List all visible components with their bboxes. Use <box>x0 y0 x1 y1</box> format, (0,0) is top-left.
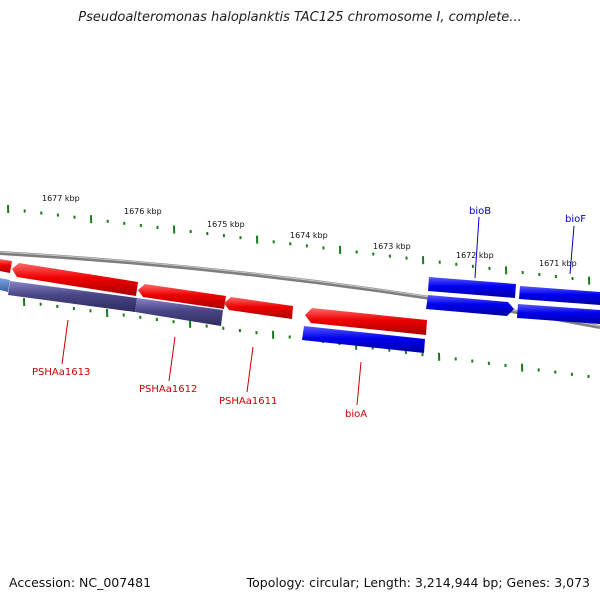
kbp-label: 1672 kbp <box>456 251 494 260</box>
upper-tick-row <box>7 204 591 285</box>
kbp-label: 1675 kbp <box>207 220 245 229</box>
feature-steel-left[interactable] <box>0 278 10 292</box>
gene-leaders <box>61 216 575 406</box>
gene-arrow-PSHAa1613[interactable] <box>12 263 138 296</box>
gene-label-bioA[interactable]: bioA <box>345 409 367 420</box>
gene-arrow-bioA[interactable] <box>302 326 425 353</box>
kbp-label: 1671 kbp <box>539 259 577 268</box>
genome-summary-text: Topology: circular; Length: 3,214,944 bp… <box>246 575 590 590</box>
gene-arrow-bioF[interactable] <box>519 286 600 305</box>
gene-arrow-PSHAa1612[interactable] <box>138 284 226 309</box>
kbp-label: 1676 kbp <box>124 207 162 216</box>
chromosome-backbone <box>0 251 600 329</box>
gene-label-PSHAa1611[interactable]: PSHAa1611 <box>219 396 277 407</box>
ruler-labels: 1677 kbp 1676 kbp 1675 kbp 1674 kbp 1673… <box>42 194 577 268</box>
gene-arrow-red-4[interactable] <box>305 308 427 335</box>
feature-purple-1[interactable] <box>8 281 137 312</box>
kbp-label: 1673 kbp <box>373 242 411 251</box>
accession-text: Accession: NC_007481 <box>9 575 152 590</box>
gene-labels: PSHAa1613 PSHAa1612 PSHAa1611 bioA bioB … <box>32 206 586 420</box>
gene-arrow-PSHAa1611[interactable] <box>224 297 293 319</box>
gene-arrow-blue-right[interactable] <box>517 304 600 324</box>
gene-label-PSHAa1613[interactable]: PSHAa1613 <box>32 367 90 378</box>
gene-arrow-bioB[interactable] <box>428 277 516 298</box>
feature-purple-2[interactable] <box>135 298 223 326</box>
gene-arrow-partial-left[interactable] <box>0 259 12 273</box>
kbp-label: 1677 kbp <box>42 194 80 203</box>
gene-label-bioF[interactable]: bioF <box>565 214 586 225</box>
map-title: Pseudoalteromonas haloplanktis TAC125 ch… <box>78 10 522 25</box>
gene-arrow-blue-mid[interactable] <box>426 295 514 316</box>
gene-label-bioB[interactable]: bioB <box>469 206 491 217</box>
gene-label-PSHAa1612[interactable]: PSHAa1612 <box>139 384 197 395</box>
gene-features[interactable] <box>0 259 600 353</box>
kbp-label: 1674 kbp <box>290 231 328 240</box>
